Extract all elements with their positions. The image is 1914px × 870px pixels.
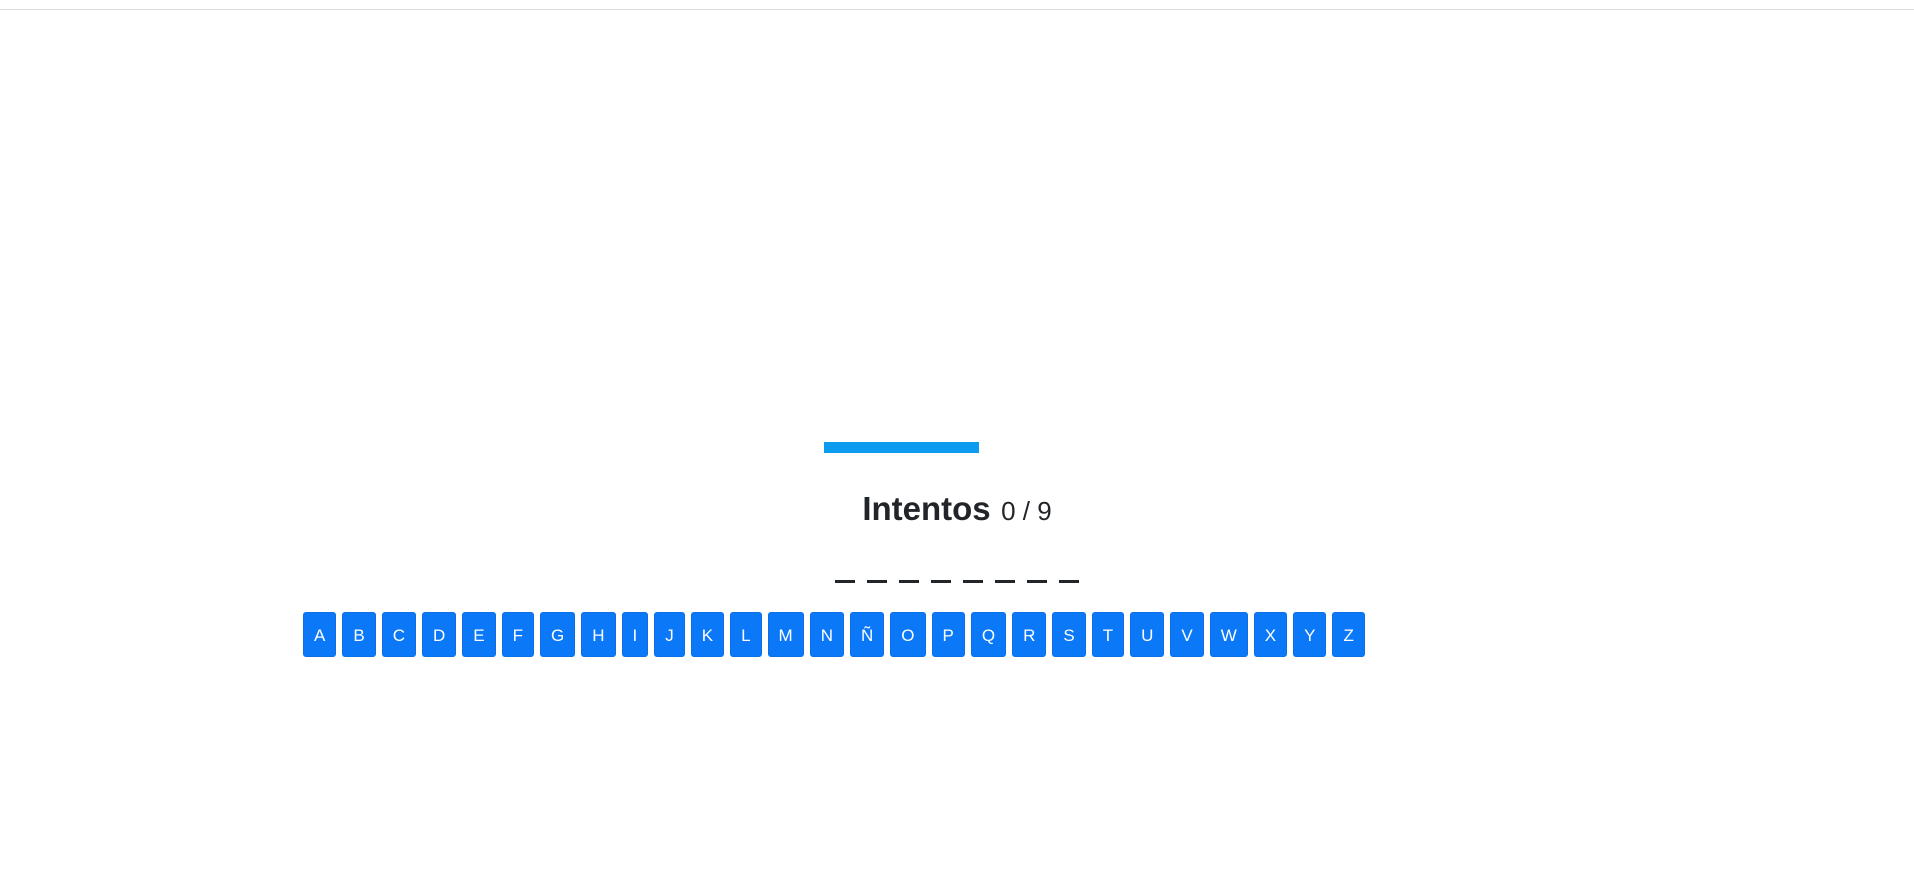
- letter-button[interactable]: U: [1130, 612, 1165, 657]
- letter-button[interactable]: G: [539, 612, 576, 657]
- letter-slot: [995, 580, 1015, 583]
- letter-slot: [835, 580, 855, 583]
- attempts-count: 0 / 9: [1001, 496, 1052, 526]
- letter-button[interactable]: F: [501, 612, 534, 657]
- letter-button[interactable]: W: [1209, 612, 1248, 657]
- letter-button[interactable]: R: [1012, 612, 1047, 657]
- letter-slot: [1059, 580, 1079, 583]
- letter-button[interactable]: J: [654, 612, 685, 657]
- attempts-title: Intentos: [862, 490, 991, 527]
- letter-button[interactable]: Y: [1293, 612, 1327, 657]
- letter-slot: [899, 580, 919, 583]
- letter-button[interactable]: L: [730, 612, 762, 657]
- word-slots: [0, 580, 1914, 583]
- letter-button[interactable]: V: [1170, 612, 1204, 657]
- letter-button[interactable]: E: [462, 612, 496, 657]
- attempts-header: Intentos 0 / 9: [0, 490, 1914, 528]
- top-divider: [0, 9, 1914, 10]
- letter-button[interactable]: O: [890, 612, 926, 657]
- letter-button[interactable]: D: [421, 612, 457, 657]
- letter-button[interactable]: P: [931, 612, 965, 657]
- letter-button[interactable]: H: [581, 612, 616, 657]
- gallows-base: [824, 442, 979, 453]
- letter-slot: [1027, 580, 1047, 583]
- letter-button[interactable]: Ñ: [850, 612, 885, 657]
- letter-button[interactable]: M: [767, 612, 804, 657]
- letter-button[interactable]: K: [690, 612, 725, 657]
- letter-button[interactable]: A: [303, 612, 337, 657]
- letter-button[interactable]: I: [621, 612, 649, 657]
- letter-button[interactable]: B: [342, 612, 376, 657]
- letter-button[interactable]: X: [1253, 612, 1288, 657]
- letter-slot: [931, 580, 951, 583]
- letter-slot: [867, 580, 887, 583]
- letter-button[interactable]: S: [1052, 612, 1086, 657]
- letter-button[interactable]: Q: [970, 612, 1007, 657]
- letter-button[interactable]: T: [1091, 612, 1125, 657]
- letter-button[interactable]: C: [381, 612, 416, 657]
- letter-slot: [963, 580, 983, 583]
- letter-button[interactable]: N: [809, 612, 844, 657]
- letter-button[interactable]: Z: [1332, 612, 1365, 657]
